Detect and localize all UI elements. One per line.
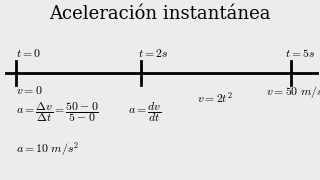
Text: $t = 2s$: $t = 2s$ bbox=[138, 47, 168, 60]
Text: $v = 2t^2$: $v = 2t^2$ bbox=[197, 91, 233, 106]
Text: $a = 10\ m/s^2$: $a = 10\ m/s^2$ bbox=[16, 140, 79, 158]
Text: $a = \dfrac{\Delta v}{\Delta t} = \dfrac{50-0}{5-0}$: $a = \dfrac{\Delta v}{\Delta t} = \dfrac… bbox=[16, 101, 99, 125]
Text: $v = 0$: $v = 0$ bbox=[16, 84, 43, 97]
Text: $v = 50\ m/s$: $v = 50\ m/s$ bbox=[266, 84, 320, 100]
Text: $a = \dfrac{dv}{dt}$: $a = \dfrac{dv}{dt}$ bbox=[128, 101, 161, 125]
Text: $t = 0$: $t = 0$ bbox=[16, 47, 41, 60]
Text: Aceleración instantánea: Aceleración instantánea bbox=[49, 5, 271, 23]
Text: $t = 5s$: $t = 5s$ bbox=[285, 47, 315, 60]
